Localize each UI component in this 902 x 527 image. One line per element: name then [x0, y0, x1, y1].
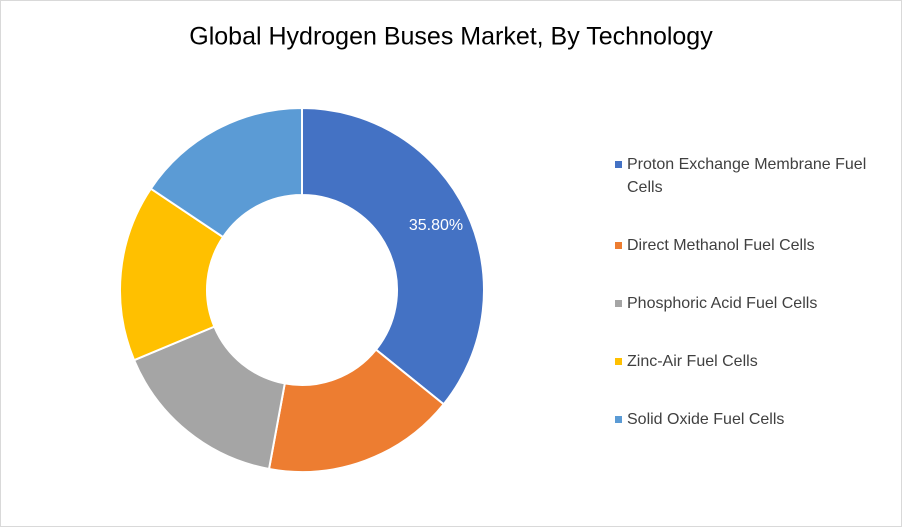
donut-slice: [132, 325, 286, 471]
data-label: 35.80%: [409, 217, 463, 234]
legend-label: Direct Methanol Fuel Cells: [627, 237, 815, 254]
legend-item: Phosphoric Acid Fuel Cells: [613, 292, 885, 315]
legend-label: Zinc-Air Fuel Cells: [627, 353, 758, 370]
legend-item: Direct Methanol Fuel Cells: [613, 234, 885, 257]
donut-slice: [267, 348, 446, 473]
legend-swatch: [615, 416, 622, 423]
legend-swatch: [615, 300, 622, 307]
legend-item: Proton Exchange Membrane Fuel Cells: [613, 153, 885, 199]
chart-title: Global Hydrogen Buses Market, By Technol…: [189, 23, 713, 51]
legend-swatch: [615, 358, 622, 365]
donut-slice: [149, 106, 303, 239]
legend-label: Proton Exchange Membrane Fuel Cells: [627, 156, 867, 196]
legend: Proton Exchange Membrane Fuel Cells Direc…: [613, 153, 885, 466]
legend-label: Solid Oxide Fuel Cells: [627, 411, 785, 428]
legend-item: Zinc-Air Fuel Cells: [613, 350, 885, 373]
legend-swatch: [615, 242, 622, 249]
legend-item: Solid Oxide Fuel Cells: [613, 408, 885, 431]
donut-slice: [301, 106, 485, 406]
legend-swatch: [615, 161, 622, 168]
legend-label: Phosphoric Acid Fuel Cells: [627, 295, 818, 312]
